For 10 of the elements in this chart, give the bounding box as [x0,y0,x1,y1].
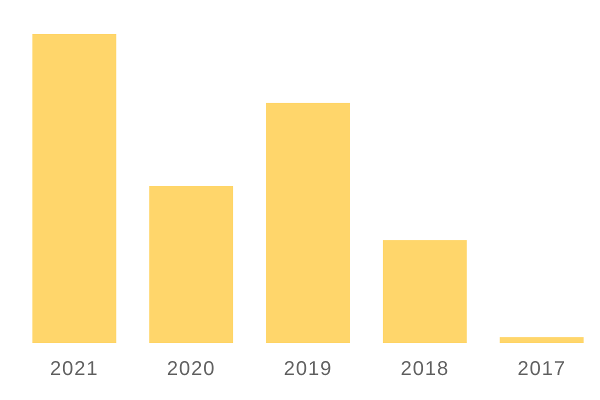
bar [266,102,350,343]
bar [149,186,234,343]
bar [382,240,467,343]
bar [500,337,584,343]
bar [32,34,116,343]
x-tick-label: 2019 [284,358,332,380]
x-tick-label: 2021 [50,358,99,380]
x-tick-label: 2017 [517,358,566,380]
x-tick-label: 2020 [166,358,216,380]
x-tick-label: 2018 [400,358,450,380]
